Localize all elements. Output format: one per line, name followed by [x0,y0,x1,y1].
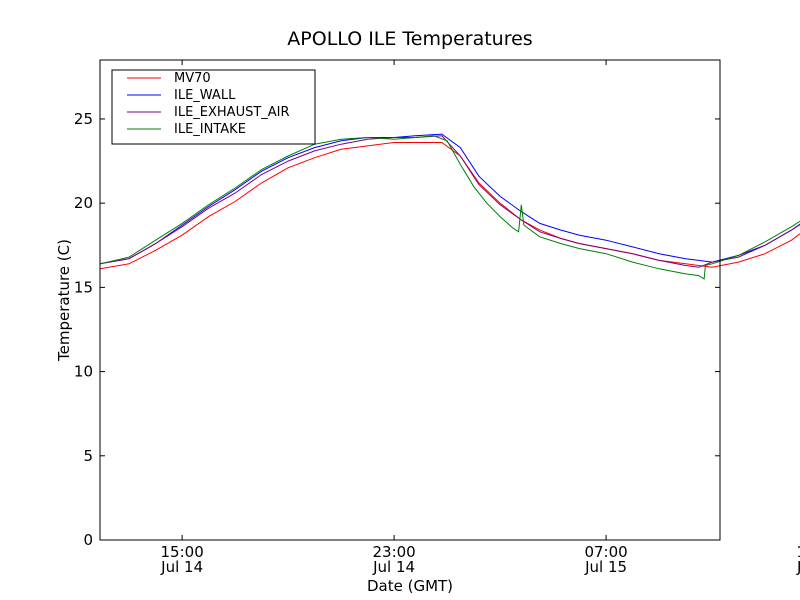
legend-label-mv70: MV70 [174,71,211,86]
x-tick-label-date: Jul 14 [372,558,415,576]
legend: MV70 ILE_WALL ILE_EXHAUST_AIR ILE_INTAKE [111,69,316,145]
series-line-ile-exhaust-air [99,135,800,268]
legend-label-ile-wall: ILE_WALL [174,88,236,103]
y-tick-label: 10 [74,363,93,381]
x-tick-label-time: 23:00 [372,543,415,561]
y-tick-label: 0 [83,531,93,549]
y-axis-label: Temperature (C) [55,239,73,362]
series-line-ile-intake [99,135,800,280]
chart-title: APOLLO ILE Temperatures [287,28,532,50]
x-tick-label-date: Jul 14 [160,558,203,576]
x-axis-label: Date (GMT) [367,577,453,595]
legend-box [111,69,316,145]
y-tick-label: 20 [74,194,93,212]
x-tick-label-time: 15:00 [796,543,800,561]
legend-label-ile-intake: ILE_INTAKE [174,122,246,137]
x-tick-label-date: Jul 15 [796,558,800,576]
x-tick-label-date: Jul 15 [584,558,627,576]
plot-frame [99,59,721,541]
legend-label-ile-exhaust-air: ILE_EXHAUST_AIR [174,105,290,120]
x-tick-label-time: 07:00 [584,543,627,561]
x-tick-label-time: 15:00 [161,543,204,561]
y-axis-ticks: 0 5 10 15 20 25 [74,110,720,549]
series-line-ile-wall [99,133,800,265]
series-line-mv70 [99,142,800,270]
y-tick-label: 25 [74,110,93,128]
series-lines [99,133,800,280]
y-tick-label: 15 [74,278,93,296]
y-tick-label: 5 [83,447,93,465]
